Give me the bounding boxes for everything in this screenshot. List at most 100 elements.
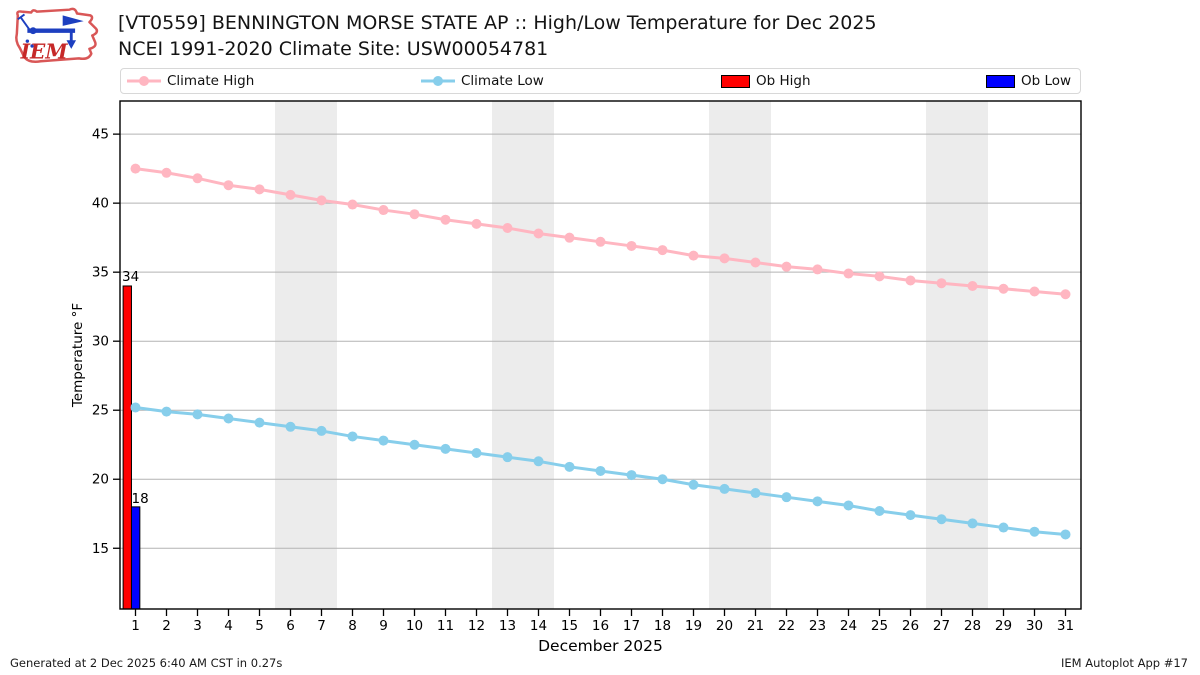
iem-logo: IEM — [15, 7, 99, 63]
title-block: [VT0559] BENNINGTON MORSE STATE AP :: Hi… — [118, 10, 877, 62]
x-tick-label: 18 — [654, 618, 671, 634]
x-tick-label: 12 — [468, 618, 485, 634]
data-point-marker — [595, 236, 606, 247]
x-tick-label: 16 — [592, 618, 609, 634]
data-point-marker — [347, 199, 358, 210]
data-point-marker — [812, 264, 823, 275]
x-tick-label: 2 — [162, 618, 171, 634]
data-point-marker — [936, 278, 947, 289]
x-tick-label: 28 — [964, 618, 981, 634]
x-tick-label: 23 — [809, 618, 826, 634]
y-axis-label: Temperature °F — [70, 303, 86, 408]
y-tick-label: 20 — [92, 472, 109, 488]
data-point-marker — [130, 163, 141, 174]
weekend-band — [492, 101, 554, 609]
x-tick-label: 8 — [348, 618, 357, 634]
data-point-marker — [285, 421, 296, 432]
x-tick-label: 13 — [499, 618, 516, 634]
data-point-marker — [750, 257, 761, 268]
data-point-marker — [440, 443, 451, 454]
x-tick-label: 10 — [406, 618, 423, 634]
x-axis-ticks: 1 2 3 4 5 6 7 8 9 10 11 12 13 14 15 16 17 18 19 20 21 22 23 24 2… — [131, 609, 1074, 634]
x-tick-label: 14 — [530, 618, 547, 634]
x-tick-label: 22 — [778, 618, 795, 634]
y-axis-ticks: 15 20 25 30 35 40 45 — [92, 127, 120, 557]
data-point-marker — [378, 435, 389, 446]
data-point-marker — [905, 510, 916, 521]
data-point-marker — [161, 167, 172, 178]
data-point-marker — [781, 261, 792, 272]
data-point-marker — [564, 232, 575, 243]
data-point-marker — [967, 518, 978, 529]
legend-label: Ob High — [756, 73, 811, 89]
climate-low-series — [130, 402, 1071, 540]
data-point-marker — [316, 195, 327, 206]
line-marker-swatch-icon — [421, 76, 455, 86]
data-point-marker — [719, 253, 730, 264]
legend-label: Climate Low — [461, 73, 544, 89]
data-point-marker — [781, 492, 792, 503]
data-point-marker — [936, 514, 947, 525]
y-tick-label: 40 — [92, 196, 109, 212]
x-tick-label: 15 — [561, 618, 578, 634]
data-point-marker — [533, 456, 544, 467]
iem-logo-text: IEM — [20, 39, 69, 63]
x-tick-label: 21 — [747, 618, 764, 634]
x-tick-label: 9 — [379, 618, 388, 634]
x-tick-label: 31 — [1057, 618, 1074, 634]
data-point-marker — [471, 448, 482, 459]
data-point-marker — [626, 240, 637, 251]
ob-low-value-label: 18 — [132, 491, 149, 507]
data-point-marker — [1060, 529, 1071, 540]
data-point-marker — [223, 413, 234, 424]
app-credit: IEM Autoplot App #17 — [1060, 656, 1188, 670]
data-point-marker — [874, 271, 885, 282]
data-point-marker — [285, 189, 296, 200]
patch-swatch-icon — [721, 74, 750, 88]
bar-value-labels: 34 18 — [122, 269, 149, 507]
data-point-marker — [998, 522, 1009, 533]
data-point-marker — [688, 250, 699, 261]
data-point-marker — [1029, 526, 1040, 537]
weekend-band — [275, 101, 337, 609]
x-tick-label: 3 — [193, 618, 202, 634]
data-point-marker — [595, 465, 606, 476]
legend-label: Ob Low — [1021, 73, 1072, 89]
data-point-marker — [657, 245, 668, 256]
page-subtitle: NCEI 1991-2020 Climate Site: USW00054781 — [118, 38, 549, 60]
patch-swatch-icon — [986, 74, 1015, 88]
x-axis-label: December 2025 — [538, 637, 663, 655]
x-tick-label: 4 — [224, 618, 233, 634]
x-tick-label: 20 — [716, 618, 733, 634]
data-point-marker — [719, 483, 730, 494]
x-tick-label: 17 — [623, 618, 640, 634]
page-title: [VT0559] BENNINGTON MORSE STATE AP :: Hi… — [118, 12, 877, 34]
legend-item-ob-low: Ob Low — [984, 69, 1071, 93]
x-tick-label: 30 — [1026, 618, 1043, 634]
data-point-marker — [843, 268, 854, 279]
data-point-marker — [254, 184, 265, 195]
line-marker-swatch-icon — [127, 76, 161, 86]
gridlines — [120, 133, 1081, 549]
data-point-marker — [316, 425, 327, 436]
data-point-marker — [161, 406, 172, 417]
data-point-marker — [502, 452, 513, 463]
data-point-marker — [130, 402, 141, 413]
x-tick-label: 29 — [995, 618, 1012, 634]
x-tick-label: 25 — [871, 618, 888, 634]
data-point-marker — [223, 180, 234, 191]
data-point-marker — [192, 409, 203, 420]
ob-high-bar — [122, 285, 132, 610]
weekend-band — [709, 101, 771, 609]
climate-high-series — [130, 163, 1071, 300]
data-point-marker — [192, 173, 203, 184]
data-point-marker — [967, 280, 978, 291]
x-tick-label: 19 — [685, 618, 702, 634]
data-point-marker — [254, 417, 265, 428]
x-tick-label: 6 — [286, 618, 295, 634]
data-point-marker — [998, 283, 1009, 294]
data-point-marker — [626, 470, 637, 481]
y-tick-label: 25 — [92, 403, 109, 419]
